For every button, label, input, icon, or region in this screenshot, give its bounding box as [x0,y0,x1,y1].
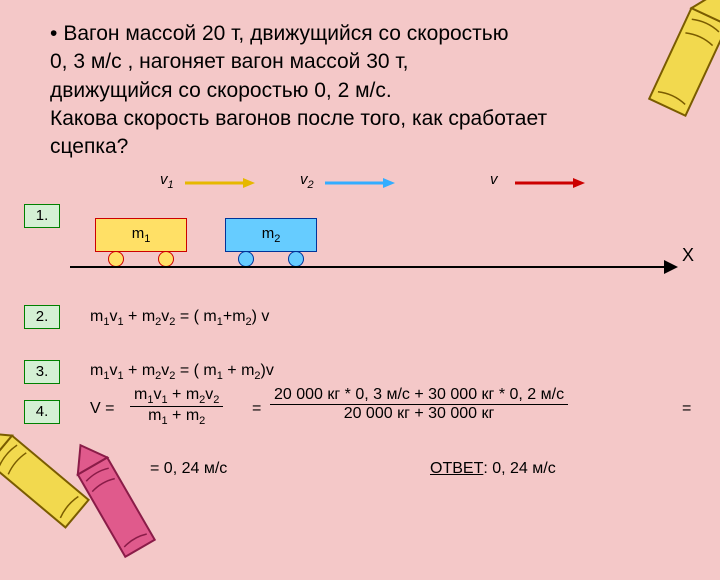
velocity-v2-arrow [325,176,395,190]
wagon-1: m1 [95,218,187,252]
axis-x-label: X [682,245,694,266]
equation-4-eq1: = [252,400,261,418]
equation-4-tail: = [682,400,691,418]
step-3-box: 3. [24,360,60,384]
velocity-v2-label: v2 [300,171,314,191]
velocity-v-label: v [490,171,498,188]
equation-4-frac2: 20 000 кг * 0, 3 м/с + 30 000 кг * 0, 2 … [270,386,568,423]
axis-arrowhead [664,260,678,274]
crayon-bottom-left-2 [40,430,190,580]
equation-2: m1v1 + m2v2 = ( m1+m2) v [90,308,269,328]
wagon-2-mass: m2 [226,225,316,245]
answer: ОТВЕТ: 0, 24 м/с [430,460,556,478]
velocity-v1-label: v1 [160,171,174,191]
wagon-2: m2 [225,218,317,252]
problem-statement: •Вагон массой 20 т, движущийся со скорос… [50,20,670,162]
equation-3: m1v1 + m2v2 = ( m1 + m2)v [90,362,274,382]
step-2-box: 2. [24,305,60,329]
bullet: • [50,22,57,45]
equation-4-lhs: V = [90,400,114,418]
step-1-box: 1. [24,204,60,228]
velocity-v1-arrow [185,176,255,190]
equation-result: = 0, 24 м/с [150,460,227,478]
axis-line [70,266,666,268]
velocity-v-arrow [515,176,585,190]
equation-4-frac1: m1v1 + m2v2 m1 + m2 [130,386,223,427]
wagon-1-mass: m1 [96,225,186,245]
step-4-box: 4. [24,400,60,424]
